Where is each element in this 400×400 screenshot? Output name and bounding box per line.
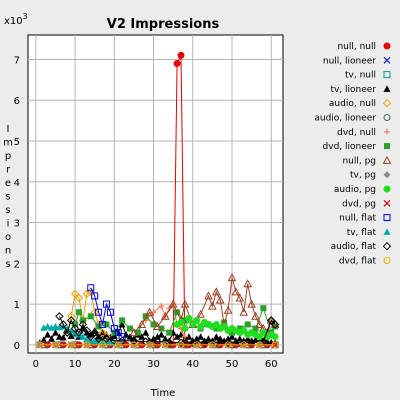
y-axis-label-char: i: [7, 219, 10, 230]
legend-marker: [384, 243, 391, 250]
data-point: [76, 309, 82, 315]
legend-marker: [384, 228, 391, 235]
legend-label: null, null: [337, 42, 376, 52]
data-point: [103, 321, 109, 327]
data-point: [174, 61, 180, 67]
legend-item: audio, pg: [334, 185, 390, 195]
legend-label: tv, null: [345, 71, 376, 81]
data-point: [260, 305, 266, 311]
legend-item: tv, null: [345, 71, 390, 81]
data-point: [194, 317, 200, 323]
y-tick-label: 1: [14, 300, 20, 311]
legend-label: tv, pg: [350, 171, 376, 181]
legend-marker: [384, 100, 391, 107]
data-point: [186, 315, 192, 321]
legend-marker: [384, 143, 390, 149]
legend-label: audio, pg: [334, 185, 376, 195]
x-tick-label: 10: [69, 359, 82, 370]
legend-item: dvd, null: [337, 128, 390, 138]
data-point: [178, 52, 184, 58]
legend-label: dvd, lioneer: [323, 142, 377, 152]
legend-label: null, pg: [342, 156, 376, 166]
y-axis-label-char: s: [5, 259, 10, 270]
legend-label: audio, flat: [331, 242, 377, 252]
x-tick-label: 60: [265, 359, 278, 370]
chart-title: V2 Impressions: [107, 17, 220, 32]
y-axis-label-char: e: [5, 178, 11, 189]
data-point: [245, 321, 251, 327]
x-tick-label: 30: [147, 359, 160, 370]
legend-label: tv, lioneer: [330, 85, 376, 95]
y-axis-label-char: r: [6, 165, 11, 176]
x-tick-label: 50: [226, 359, 239, 370]
legend-item: audio, lioneer: [314, 114, 390, 124]
legend-marker: [384, 85, 391, 92]
y-axis-label-char: I: [7, 124, 10, 135]
legend-item: tv, flat: [347, 228, 391, 238]
y-axis-label-char: s: [5, 205, 10, 216]
legend-item: tv, pg: [350, 171, 391, 181]
legend-item: null, null: [337, 42, 390, 52]
legend-label: dvd, null: [337, 128, 376, 138]
data-point: [166, 330, 172, 336]
data-point: [178, 319, 184, 325]
y-tick-label: 0: [14, 341, 20, 352]
legend-label: tv, flat: [347, 228, 377, 238]
legend-marker: [384, 200, 390, 206]
legend-item: tv, lioneer: [330, 85, 390, 95]
x-tick-label: 40: [186, 359, 199, 370]
legend-marker: [384, 258, 390, 264]
legend-item: dvd, pg: [342, 199, 390, 209]
x-axis-label: Time: [150, 388, 175, 399]
y-axis-label-char: n: [5, 246, 11, 257]
y-tick-label: 7: [14, 55, 20, 66]
legend-marker: [384, 215, 390, 221]
legend-marker: [384, 186, 390, 192]
data-point: [182, 326, 188, 332]
y-multiplier-exp: 3: [23, 12, 28, 21]
legend: null, null null, lioneer tv, null tv, lione…: [314, 42, 390, 267]
data-point: [127, 326, 133, 332]
legend-item: audio, null: [329, 99, 391, 109]
legend-marker: [384, 129, 390, 135]
y-tick-label: 5: [14, 137, 20, 148]
y-axis-label-char: o: [5, 232, 11, 243]
y-axis-label-char: p: [5, 151, 11, 162]
legend-label: dvd, pg: [342, 199, 376, 209]
legend-marker: [384, 171, 391, 178]
legend-marker: [384, 72, 390, 78]
legend-item: null, pg: [342, 156, 390, 166]
legend-item: dvd, flat: [339, 257, 390, 267]
legend-label: dvd, flat: [339, 257, 377, 267]
y-multiplier-label: x103: [4, 12, 28, 27]
legend-item: null, flat: [339, 214, 390, 224]
legend-item: dvd, lioneer: [323, 142, 390, 152]
y-axis-label-char: m: [3, 138, 13, 149]
data-point: [88, 313, 94, 319]
legend-item: audio, flat: [331, 242, 391, 252]
legend-marker: [384, 57, 390, 63]
legend-item: null, lioneer: [323, 56, 390, 66]
y-axis-label-char: s: [5, 192, 10, 203]
legend-marker: [384, 115, 390, 121]
y-tick-label: 6: [14, 96, 20, 107]
legend-label: audio, lioneer: [314, 114, 376, 124]
data-point: [272, 334, 278, 340]
y-tick-label: 3: [14, 219, 20, 230]
x-tick-label: 20: [108, 359, 121, 370]
legend-marker: [384, 157, 391, 164]
y-tick-label: 2: [14, 259, 20, 270]
data-point: [119, 317, 125, 323]
y-multiplier-base: x10: [4, 16, 23, 27]
legend-label: null, flat: [339, 214, 376, 224]
legend-label: null, lioneer: [323, 56, 376, 66]
y-axis-label: Impressions: [3, 124, 13, 270]
data-point: [96, 324, 102, 330]
y-tick-label: 4: [14, 178, 20, 189]
x-tick-label: 0: [33, 359, 39, 370]
legend-marker: [384, 43, 390, 49]
legend-label: audio, null: [329, 99, 376, 109]
